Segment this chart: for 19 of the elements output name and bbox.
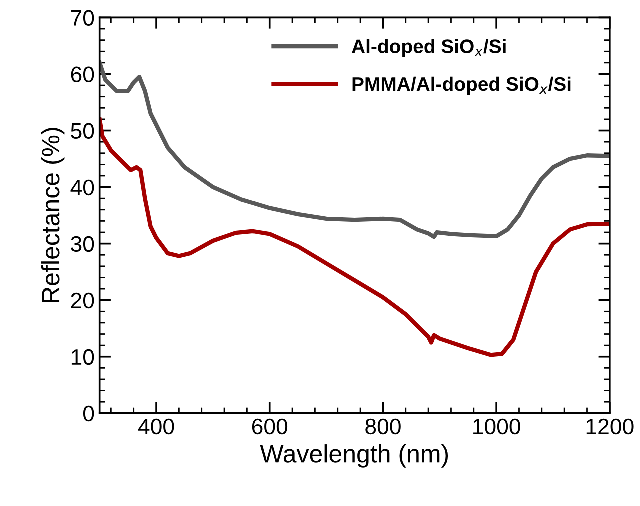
y-tick-label: 30: [71, 236, 94, 252]
x-axis-title: Wavelength (nm): [260, 444, 448, 468]
y-tick-label: 10: [72, 349, 94, 366]
x-tick-label: 1000: [474, 418, 520, 435]
x-tick-label: 400: [138, 418, 174, 435]
y-axis-title: Reflectance (%): [41, 128, 65, 302]
line-series: [100, 117, 610, 358]
x-tick-label: 800: [366, 418, 401, 435]
y-tick-label: 50: [71, 123, 94, 140]
x-tick-label: 600: [252, 418, 288, 435]
y-tick-label: 0: [83, 406, 94, 422]
y-tick-label: 60: [71, 66, 94, 83]
legend-label: Al-doped SiO$_{x}$/Si: [352, 39, 506, 58]
y-tick-label: 20: [71, 292, 94, 309]
line-series: [100, 60, 610, 240]
legend-label: PMMA/Al-doped SiO$_{x}$/Si: [352, 76, 571, 96]
x-tick-label: 1200: [586, 418, 634, 435]
y-tick-label: 70: [71, 10, 94, 26]
y-tick-label: 40: [70, 180, 94, 196]
